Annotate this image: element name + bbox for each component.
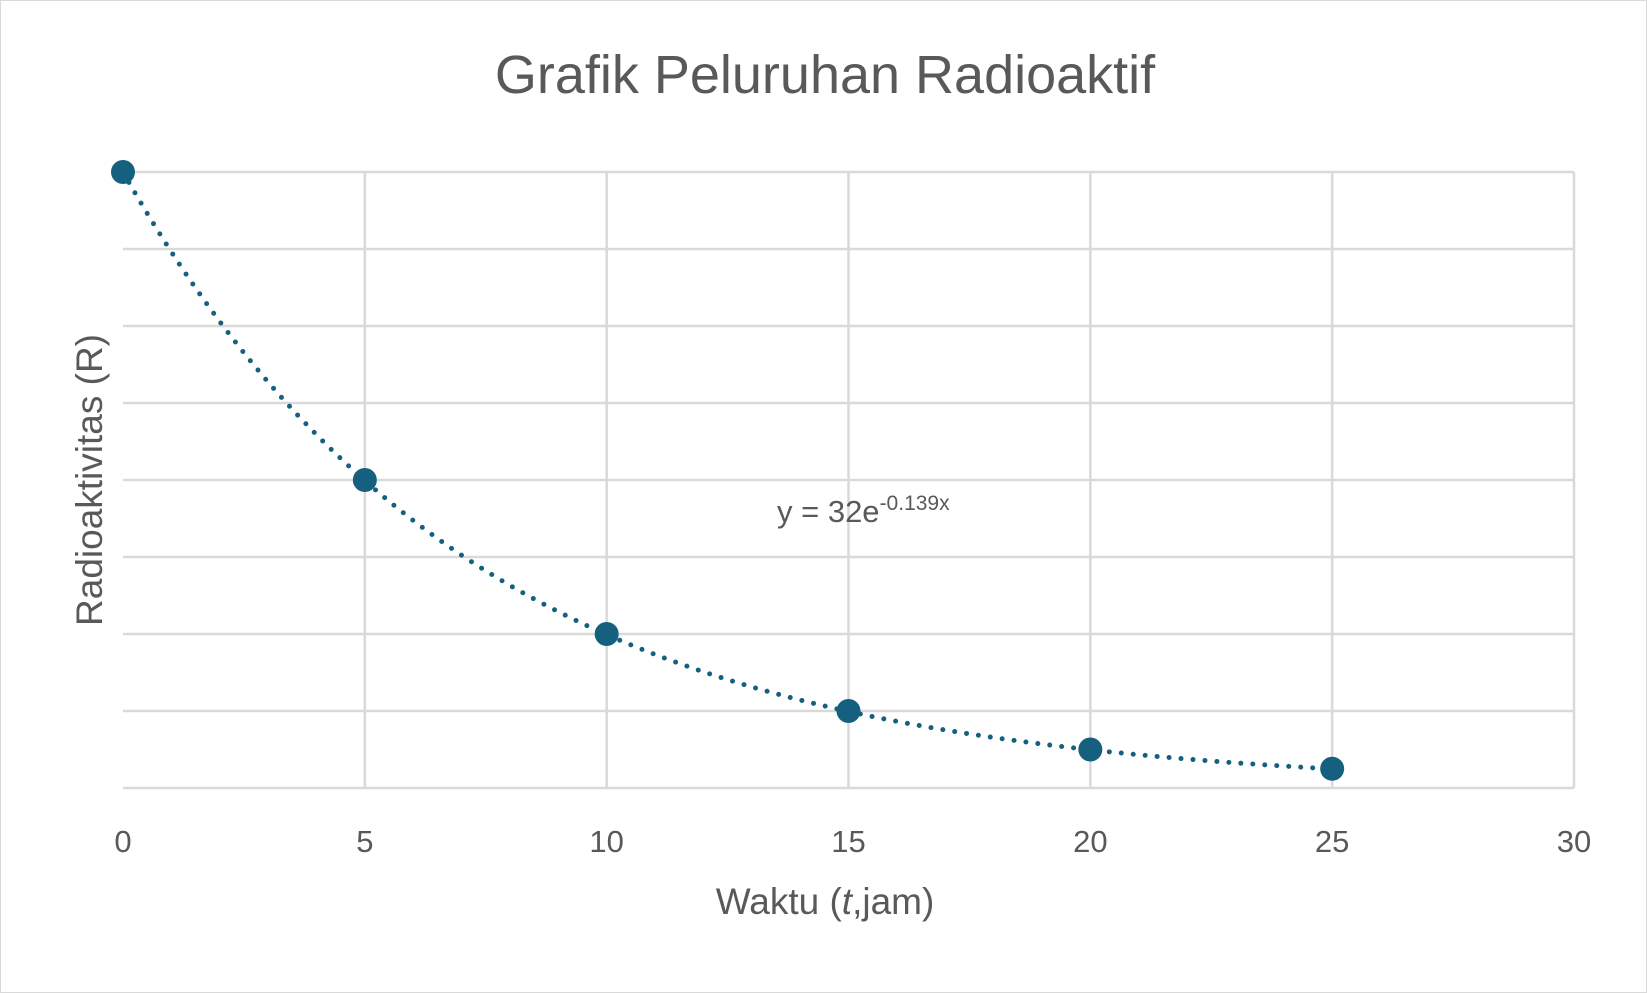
x-axis-title-rest: ,jam): [852, 881, 934, 922]
trendline: [120, 169, 1335, 772]
trendline-equation: y = 32e-0.139x: [777, 492, 950, 529]
x-axis-title-variable: t: [842, 881, 854, 922]
x-tick-label: 0: [114, 824, 131, 859]
data-point: [352, 468, 377, 492]
data-point: [111, 160, 135, 184]
x-tick-label: 30: [1557, 824, 1591, 859]
grid-layer: [123, 170, 1576, 790]
x-tick-labels: 0 5 10 15 20 25 30: [114, 824, 1591, 859]
trendline-layer: [120, 169, 1335, 772]
chart-title: Grafik Peluruhan Radioaktif: [495, 45, 1156, 105]
x-axis-title: Waktu (t,jam): [716, 881, 935, 922]
trendline-equation-main: y = 32e: [777, 494, 880, 529]
y-axis-title: Radioaktivitas (R): [69, 334, 110, 626]
x-tick-label: 20: [1073, 824, 1107, 859]
data-point: [1078, 737, 1103, 762]
trendline-equation-exponent: -0.139x: [880, 492, 951, 515]
x-axis-title-text: Waktu (: [716, 881, 843, 922]
points-layer: [111, 160, 1345, 781]
data-point: [836, 699, 861, 723]
x-tick-label: 25: [1315, 824, 1349, 859]
data-point: [1320, 756, 1345, 781]
x-tick-label: 15: [831, 824, 865, 859]
x-tick-label: 5: [356, 824, 373, 859]
x-tick-label: 10: [589, 824, 623, 859]
data-point: [594, 622, 619, 646]
